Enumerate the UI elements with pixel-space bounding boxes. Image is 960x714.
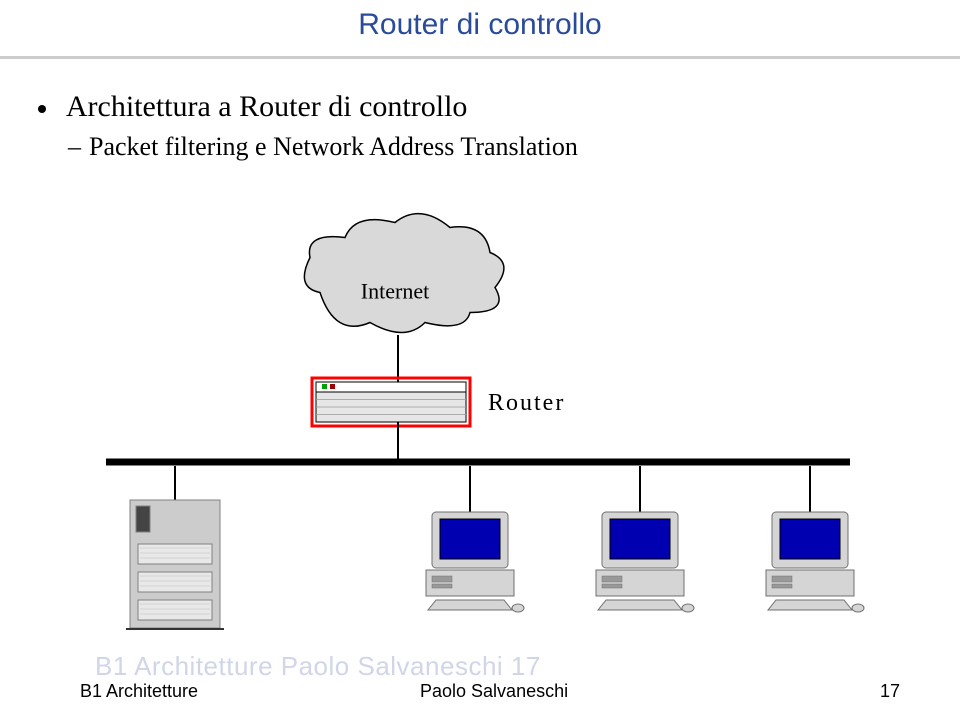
bullet1-text: Architettura a Router di controllo [66,90,468,123]
bullet-level2: –Packet filtering e Network Address Tran… [68,132,920,162]
title-underline [0,56,960,59]
bullet-list: Architettura a Router di controllo –Pack… [40,90,920,162]
bullet-dash-icon: – [68,132,81,162]
footer-left: B1 Architetture [80,681,198,702]
footer-mid: Paolo Salvaneschi [420,681,568,702]
footer: B1 Architetture Paolo Salvaneschi 17 [80,681,900,702]
slide-title-text: Router di controllo [358,8,601,41]
svg-text:Router: Router [488,390,565,416]
slide-root: Router di controllo Architettura a Route… [0,0,960,714]
footer-shadow: B1 Architetture Paolo Salvaneschi 17 [95,651,541,682]
bullet2-text: Packet filtering e Network Address Trans… [89,132,578,161]
bullet-level1: Architettura a Router di controllo [40,90,920,124]
network-diagram: Internet Router [0,210,960,630]
slide-title: Router di controllo [0,0,960,42]
footer-right: 17 [880,681,900,702]
svg-text:Internet: Internet [361,279,429,304]
bullet-dot-icon [38,105,46,113]
